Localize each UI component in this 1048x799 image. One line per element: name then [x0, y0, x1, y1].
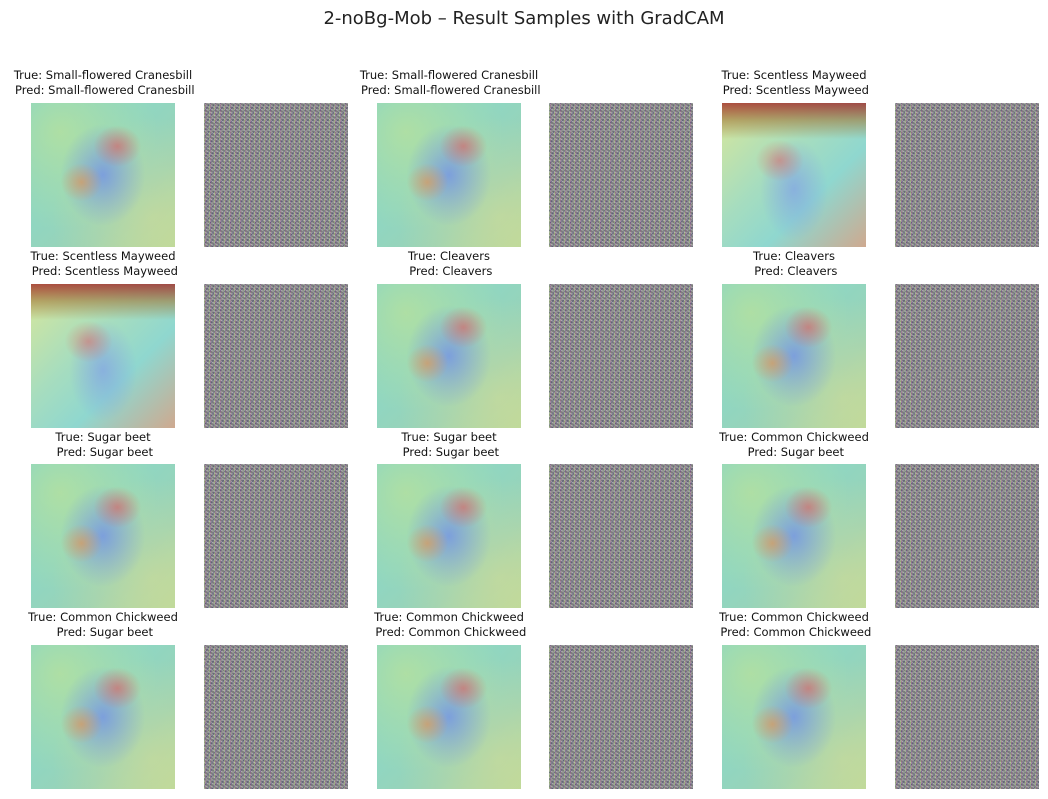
gradcam-heatmap-image: [377, 284, 521, 428]
guided-backprop-image: [204, 464, 348, 608]
guided-backprop-image: [895, 464, 1039, 608]
sample-caption: True: Sugar beet Pred: Sugar beet: [55, 430, 154, 459]
guided-backprop-image: [549, 284, 693, 428]
sample-caption: True: Small-flowered Cranesbill Pred: Sm…: [359, 68, 541, 97]
sample-caption: True: Cleavers Pred: Cleavers: [753, 249, 838, 278]
gradcam-heatmap-image: [377, 645, 521, 789]
gradcam-heatmap-image: [377, 464, 521, 608]
guided-backprop-image: [549, 464, 693, 608]
sample-caption: True: Common Chickweed Pred: Common Chic…: [374, 610, 527, 639]
gradcam-heatmap-image: [31, 464, 175, 608]
gradcam-heatmap-image: [722, 284, 866, 428]
guided-backprop-image: [895, 103, 1039, 247]
gradcam-heatmap-image: [31, 284, 175, 428]
guided-backprop-image: [204, 645, 348, 789]
sample-caption: True: Small-flowered Cranesbill Pred: Sm…: [13, 68, 195, 97]
sample-caption: True: Cleavers Pred: Cleavers: [408, 249, 493, 278]
guided-backprop-image: [204, 103, 348, 247]
guided-backprop-image: [895, 645, 1039, 789]
guided-backprop-image: [549, 645, 693, 789]
figure-title: 2-noBg-Mob – Result Samples with GradCAM: [323, 8, 725, 29]
gradcam-heatmap-image: [377, 103, 521, 247]
guided-backprop-image: [549, 103, 693, 247]
sample-caption: True: Sugar beet Pred: Sugar beet: [401, 430, 500, 459]
sample-caption: True: Common Chickweed Pred: Common Chic…: [719, 610, 872, 639]
gradcam-heatmap-image: [31, 645, 175, 789]
gradcam-heatmap-image: [722, 103, 866, 247]
sample-caption: True: Common Chickweed Pred: Sugar beet: [28, 610, 178, 639]
gradcam-heatmap-image: [722, 464, 866, 608]
sample-caption: True: Scentless Mayweed Pred: Scentless …: [721, 68, 869, 97]
gradcam-heatmap-image: [722, 645, 866, 789]
guided-backprop-image: [204, 284, 348, 428]
guided-backprop-image: [895, 284, 1039, 428]
sample-caption: True: Common Chickweed Pred: Sugar beet: [719, 430, 869, 459]
sample-caption: True: Scentless Mayweed Pred: Scentless …: [30, 249, 178, 278]
gradcam-heatmap-image: [31, 103, 175, 247]
